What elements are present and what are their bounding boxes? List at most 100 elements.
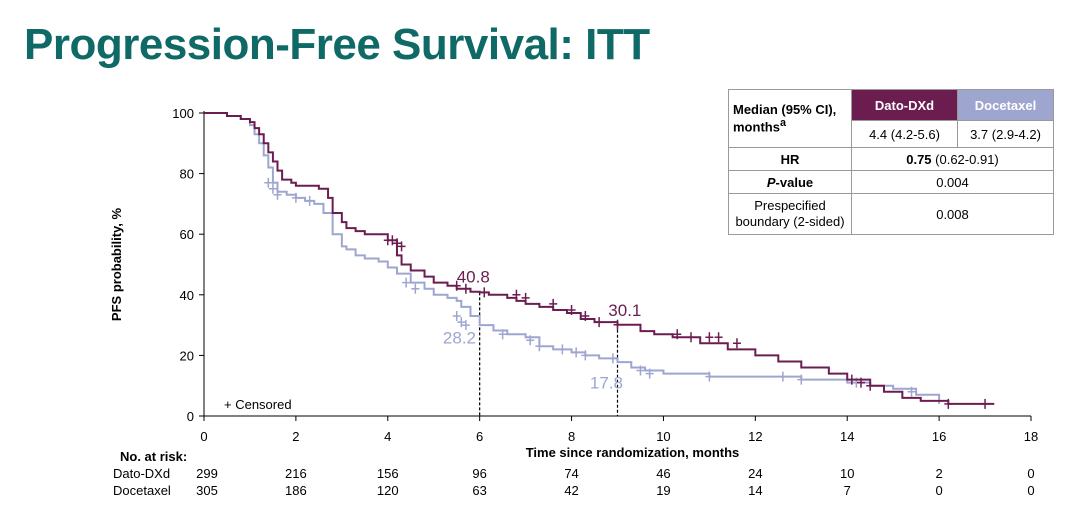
- censor-mark-docetaxel: [264, 177, 273, 188]
- y-tick-label: 20: [180, 348, 194, 363]
- x-tick-label: 8: [568, 429, 575, 444]
- median-label-dato-dxd: 40.8: [457, 268, 490, 287]
- x-tick-label: 4: [384, 429, 391, 444]
- risk-row-label: Docetaxel: [113, 483, 171, 498]
- censor-mark-docetaxel: [535, 341, 544, 352]
- x-tick-label: 0: [200, 429, 207, 444]
- censor-mark-dato-dxd: [714, 332, 723, 343]
- median-docetaxel: 3.7 (2.9-4.2): [957, 120, 1054, 148]
- x-tick-label: 18: [1024, 429, 1038, 444]
- p-value-label-rest: -value: [775, 174, 814, 190]
- col-dato-dxd: Dato-DXd: [851, 89, 958, 121]
- y-tick-label: 40: [180, 288, 194, 303]
- risk-count: 46: [656, 466, 670, 481]
- censor-mark-dato-dxd: [480, 287, 489, 298]
- censor-mark-docetaxel: [705, 371, 714, 382]
- boundary-label-line2: boundary (2-sided): [735, 214, 845, 229]
- censor-mark-docetaxel: [402, 277, 411, 288]
- censor-mark-docetaxel: [608, 353, 617, 364]
- stats-header-text: Median (95% CI), months: [733, 102, 837, 135]
- censor-mark-docetaxel: [636, 365, 645, 376]
- censor-mark-docetaxel: [572, 347, 581, 358]
- stats-header-sup: a: [779, 117, 786, 130]
- risk-count: 0: [1027, 466, 1034, 481]
- risk-count: 7: [844, 483, 851, 498]
- censor-mark-docetaxel: [461, 320, 470, 331]
- censor-mark-docetaxel: [907, 386, 916, 397]
- censor-mark-docetaxel: [457, 317, 466, 328]
- censor-mark-dato-dxd: [461, 283, 470, 294]
- risk-count: 305: [196, 483, 218, 498]
- page-title: Progression-Free Survival: ITT: [24, 20, 650, 69]
- censor-mark-dato-dxd: [944, 398, 953, 409]
- censor-mark-docetaxel: [581, 350, 590, 361]
- x-tick-label: 16: [932, 429, 946, 444]
- p-value-label-italic: P: [766, 174, 776, 190]
- censor-mark-docetaxel: [778, 371, 787, 382]
- boundary-value: 0.008: [851, 193, 1054, 235]
- y-tick-label: 0: [187, 409, 194, 424]
- boundary-label: Prespecified boundary (2-sided): [728, 193, 852, 235]
- risk-count: 156: [377, 466, 399, 481]
- y-tick-label: 60: [180, 227, 194, 242]
- censor-mark-dato-dxd: [847, 374, 856, 385]
- risk-count: 19: [656, 483, 670, 498]
- risk-count: 96: [472, 466, 486, 481]
- hr-value-bold: 0.75: [906, 151, 932, 167]
- x-tick-label: 10: [656, 429, 670, 444]
- risk-count: 74: [564, 466, 578, 481]
- risk-count: 186: [285, 483, 307, 498]
- stats-header-label: Median (95% CI), monthsa: [728, 89, 852, 148]
- risk-table-header: No. at risk:: [120, 449, 187, 464]
- censor-mark-docetaxel: [268, 183, 277, 194]
- median-label-docetaxel: 28.2: [443, 328, 476, 347]
- censor-mark-dato-dxd: [512, 289, 521, 300]
- censor-mark-dato-dxd: [595, 317, 604, 328]
- censor-mark-dato-dxd: [857, 377, 866, 388]
- p-value-label: P-value: [728, 170, 852, 194]
- hr-value-ci: (0.62-0.91): [931, 151, 999, 167]
- censor-mark-docetaxel: [498, 329, 507, 340]
- censor-mark-docetaxel: [526, 335, 535, 346]
- risk-count: 24: [748, 466, 762, 481]
- risk-count: 42: [564, 483, 578, 498]
- col-docetaxel: Docetaxel: [957, 89, 1054, 121]
- median-dato-dxd: 4.4 (4.2-5.6): [851, 120, 958, 148]
- censor-mark-dato-dxd: [732, 338, 741, 349]
- x-tick-label: 14: [840, 429, 854, 444]
- y-axis-label: PFS probability, %: [109, 207, 124, 321]
- x-tick-label: 12: [748, 429, 762, 444]
- censor-mark-dato-dxd: [613, 319, 622, 330]
- risk-count: 14: [748, 483, 762, 498]
- censor-mark-dato-dxd: [452, 280, 461, 291]
- risk-count: 0: [1027, 483, 1034, 498]
- censored-legend: + Censored: [224, 397, 292, 412]
- risk-count: 2: [935, 466, 942, 481]
- censor-mark-dato-dxd: [705, 332, 714, 343]
- censor-mark-dato-dxd: [549, 298, 558, 309]
- censor-mark-docetaxel: [411, 283, 420, 294]
- censor-mark-docetaxel: [273, 189, 282, 200]
- y-tick-label: 100: [172, 106, 194, 121]
- hr-value: 0.75 (0.62-0.91): [851, 147, 1054, 171]
- risk-count: 63: [472, 483, 486, 498]
- censor-mark-dato-dxd: [673, 329, 682, 340]
- censor-mark-docetaxel: [291, 192, 300, 203]
- hr-label: HR: [728, 147, 852, 171]
- censor-mark-dato-dxd: [388, 235, 397, 246]
- x-axis-label: Time since randomization, months: [526, 445, 740, 460]
- stats-table: Median (95% CI), monthsa Dato-DXd Doceta…: [728, 89, 1054, 235]
- censor-mark-dato-dxd: [521, 292, 530, 303]
- risk-count: 10: [840, 466, 854, 481]
- risk-count: 120: [377, 483, 399, 498]
- risk-row-label: Dato-DXd: [113, 466, 170, 481]
- censor-mark-dato-dxd: [581, 311, 590, 322]
- risk-count: 216: [285, 466, 307, 481]
- censor-mark-docetaxel: [452, 311, 461, 322]
- censor-mark-dato-dxd: [392, 238, 401, 249]
- y-tick-label: 80: [180, 167, 194, 182]
- censor-mark-dato-dxd: [687, 332, 696, 343]
- risk-count: 299: [196, 466, 218, 481]
- censor-mark-docetaxel: [305, 195, 314, 206]
